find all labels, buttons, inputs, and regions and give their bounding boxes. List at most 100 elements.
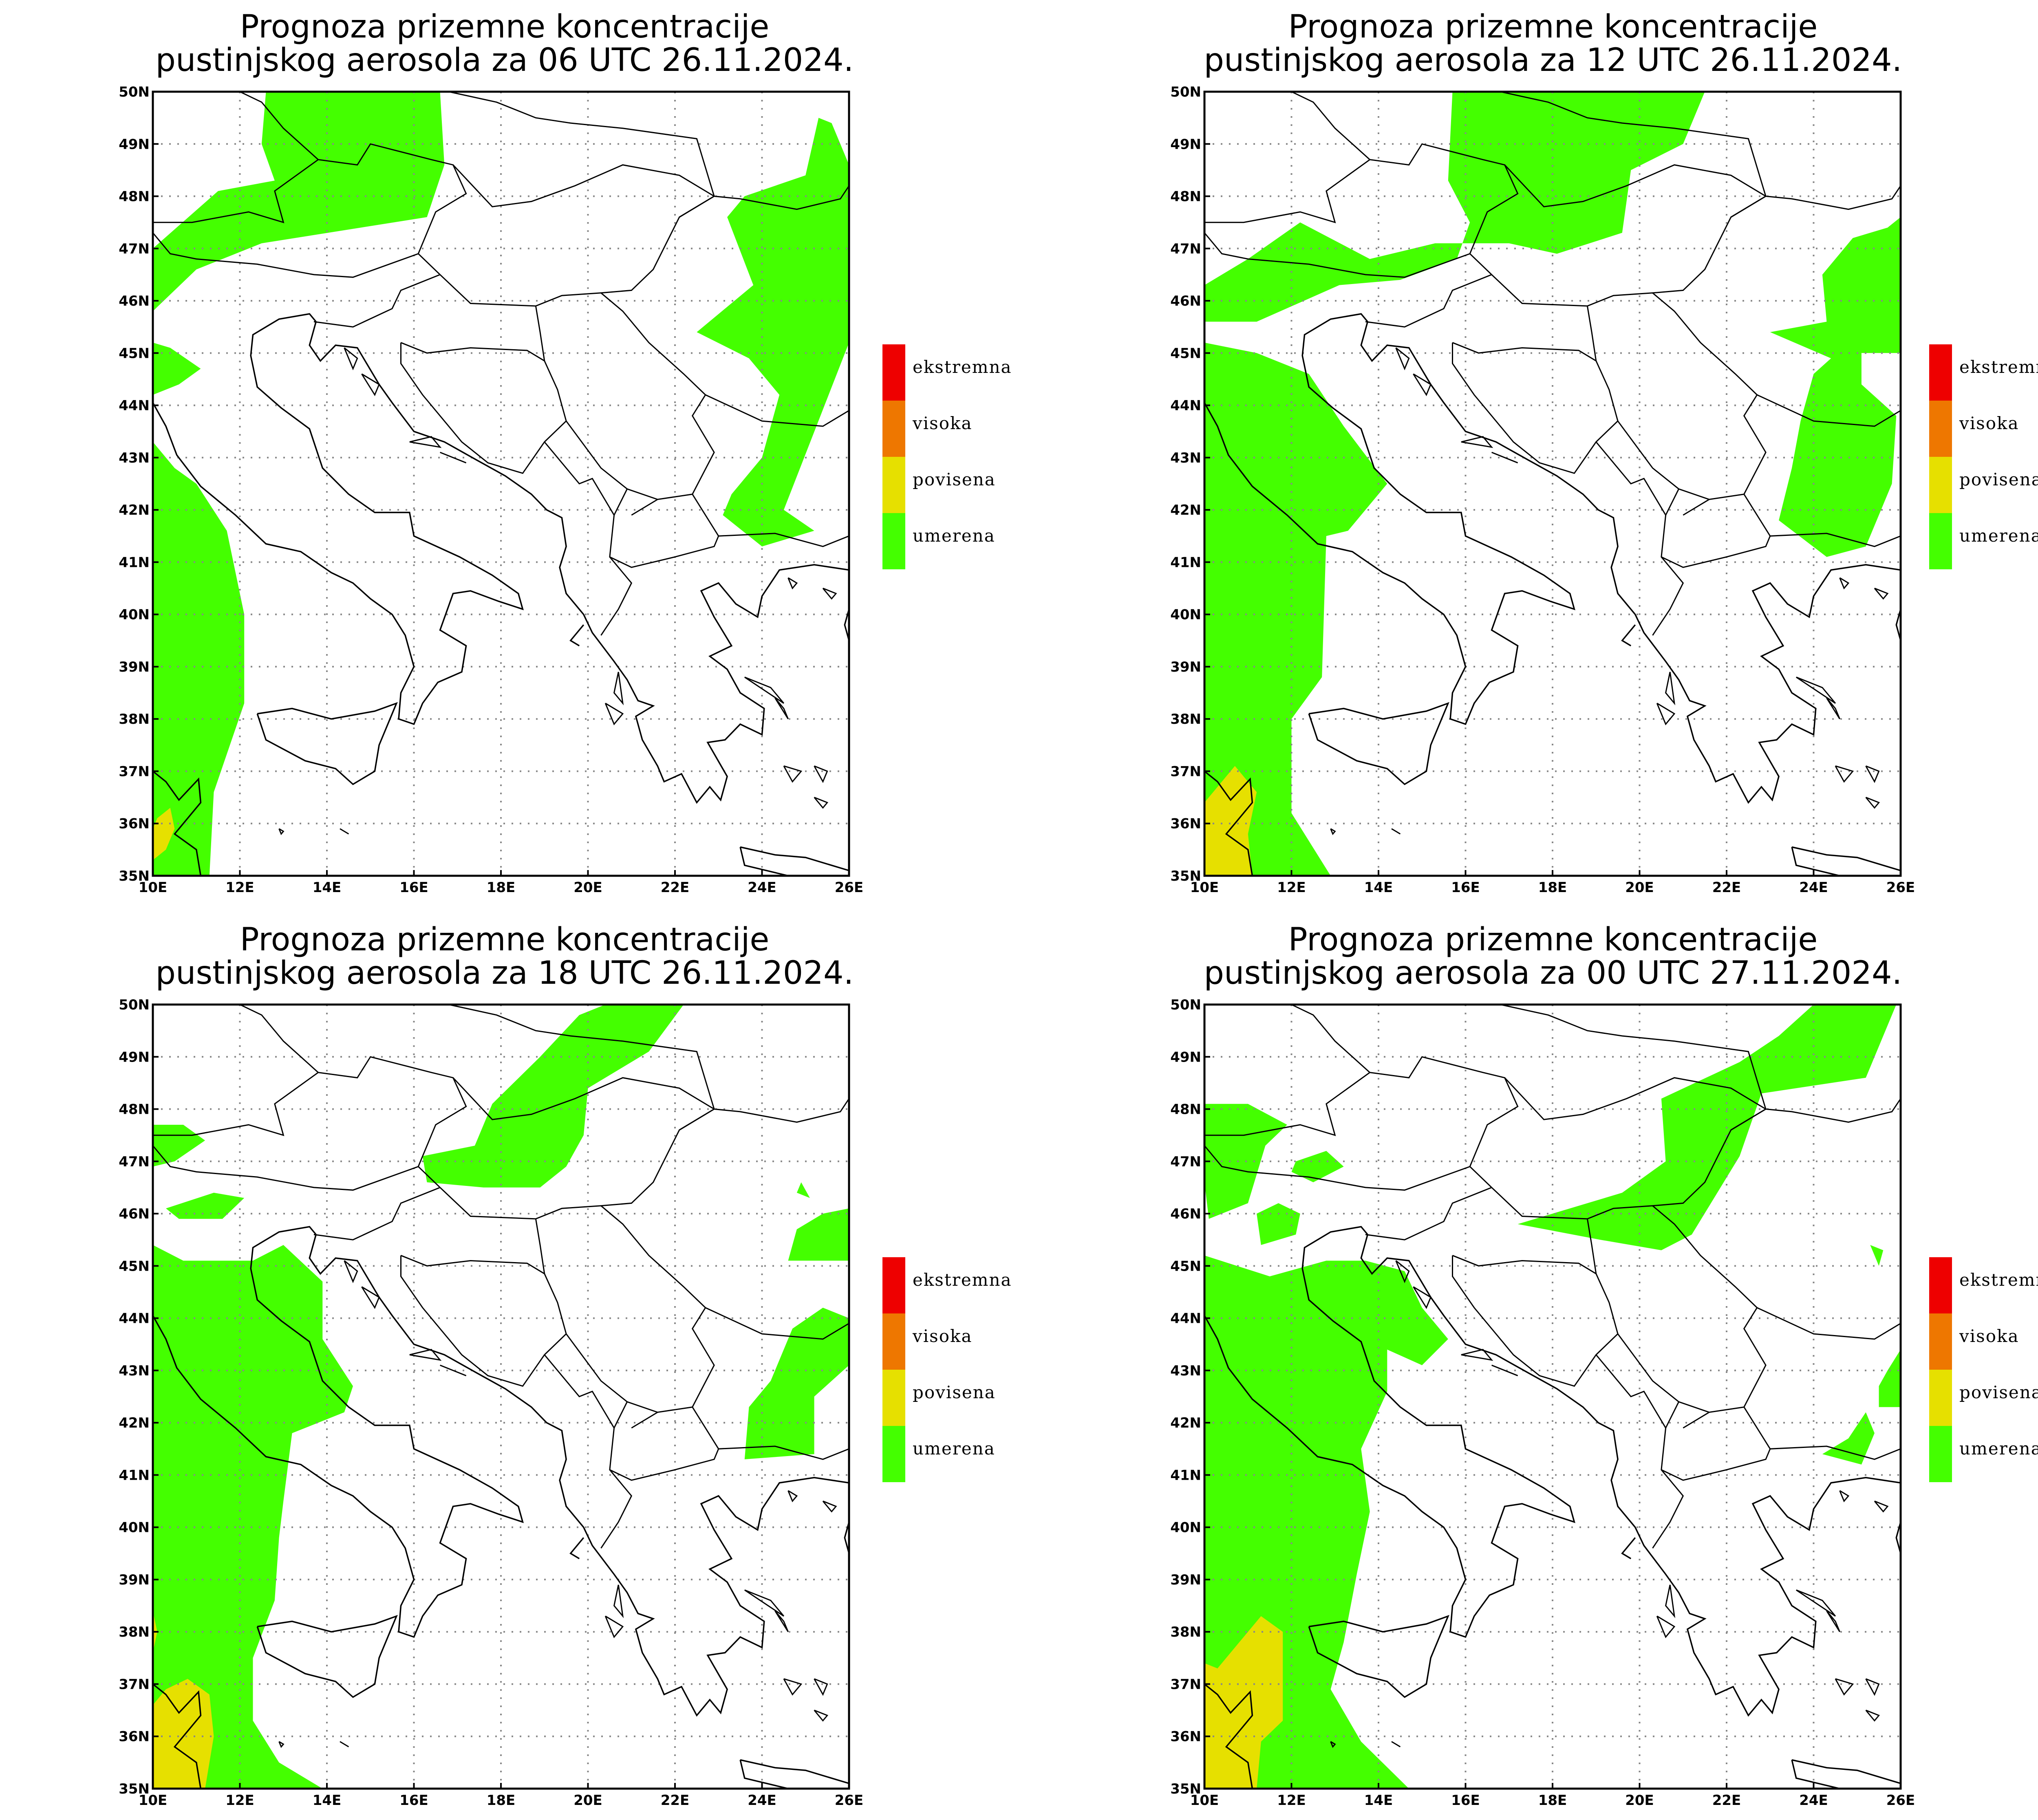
country-border — [1452, 342, 1619, 474]
aerosol-area-umerena — [1822, 1412, 1875, 1465]
island-outline — [1874, 588, 1889, 600]
legend: ekstremna visoka povisena umerena — [1929, 1257, 2038, 1482]
y-tick-label: 43N — [119, 450, 150, 466]
y-tick-label: 39N — [119, 1572, 150, 1588]
island-outline — [1330, 1741, 1336, 1748]
panel-title-line2: pustinjskog aerosola za 18 UTC 26.11.202… — [156, 955, 854, 992]
island-outline — [1461, 436, 1493, 448]
x-tick-label: 10E — [1190, 879, 1219, 896]
island-outline — [1656, 703, 1676, 725]
island-outline — [1835, 1678, 1854, 1696]
island-outline — [1391, 1741, 1401, 1747]
island-outline — [1391, 828, 1401, 835]
country-border — [544, 441, 633, 636]
aerosol-area-umerena — [153, 92, 445, 311]
island-outline — [774, 1610, 789, 1632]
country-border — [313, 1187, 441, 1241]
aerosol-area-umerena — [166, 1192, 245, 1219]
legend-label-umerena: umerena — [913, 1439, 995, 1459]
legend-swatch-ekstremna — [882, 344, 905, 401]
y-tick-label: 44N — [1170, 1311, 1201, 1327]
country-border — [1765, 1098, 1901, 1123]
y-tick-label: 47N — [119, 1154, 150, 1170]
y-tick-label: 44N — [119, 398, 150, 414]
aerosol-area-povisena — [1204, 766, 1257, 876]
country-border — [400, 1255, 567, 1387]
y-tick-label: 42N — [119, 502, 150, 518]
country-border — [679, 196, 715, 218]
legend-swatch-visoka — [882, 401, 905, 457]
country-border — [366, 92, 715, 196]
island-outline — [1413, 1286, 1431, 1309]
country-border — [544, 1354, 633, 1549]
legend-swatch-umerena — [1929, 1426, 1952, 1482]
country-border — [714, 185, 849, 210]
map-content — [1204, 92, 1901, 876]
y-tick-label: 45N — [119, 1258, 150, 1274]
aerosol-area-umerena — [744, 1307, 849, 1459]
legend-label-povisena: povisena — [1959, 1382, 2038, 1402]
coastline — [1204, 313, 1575, 725]
island-outline — [344, 347, 358, 370]
y-tick-label: 41N — [119, 554, 150, 571]
island-outline — [1874, 1501, 1889, 1513]
island-outline — [1865, 1678, 1880, 1696]
country-border — [1665, 489, 1679, 516]
country-border — [1504, 1077, 1766, 1120]
country-border — [609, 535, 719, 568]
island-outline — [814, 765, 828, 783]
country-border — [1743, 494, 1901, 547]
legend-swatch-umerena — [882, 513, 905, 569]
legend-label-umerena: umerena — [1959, 526, 2038, 546]
y-tick-label: 37N — [119, 763, 150, 780]
country-border — [418, 196, 715, 307]
coastline — [309, 321, 849, 804]
country-border — [631, 1412, 658, 1429]
panel-18utc: Prognoza prizemne koncentracije pustinjs… — [119, 921, 1011, 1809]
country-border — [1683, 1412, 1710, 1429]
y-tick-label: 50N — [1170, 84, 1201, 100]
coastline — [1895, 1522, 1901, 1554]
legend-swatch-visoka — [1929, 1313, 1952, 1370]
country-border — [1743, 1406, 1901, 1460]
coastline — [569, 624, 584, 647]
country-border — [1469, 196, 1766, 307]
panel-00utc: Prognoza prizemne koncentracije pustinjs… — [1170, 921, 2038, 1809]
coastline — [1621, 1537, 1636, 1560]
y-tick-label: 47N — [119, 241, 150, 257]
coastline — [1204, 1683, 1253, 1789]
x-tick-label: 26E — [835, 1792, 864, 1809]
y-tick-label: 39N — [1170, 1572, 1201, 1588]
aerosol-area-umerena — [1879, 1349, 1901, 1407]
y-tick-label: 50N — [119, 84, 150, 100]
y-tick-label: 36N — [1170, 1729, 1201, 1745]
y-tick-label: 50N — [119, 997, 150, 1013]
panel-title-line1: Prognoza prizemne koncentracije — [240, 9, 770, 45]
coastline — [153, 1683, 202, 1789]
y-tick-label: 45N — [1170, 1258, 1201, 1274]
y-tick-label: 38N — [119, 1624, 150, 1640]
coastline — [1791, 846, 1901, 876]
map-content — [1204, 1005, 1901, 1789]
y-tick-label: 46N — [119, 293, 150, 309]
x-tick-label: 12E — [225, 879, 254, 896]
y-tick-label: 49N — [1170, 136, 1201, 152]
x-tick-label: 22E — [661, 879, 690, 896]
y-tick-label: 45N — [1170, 345, 1201, 361]
coastline — [739, 1759, 849, 1789]
y-tick-label: 37N — [1170, 763, 1201, 780]
legend: ekstremna visoka povisena umerena — [882, 1257, 1011, 1482]
aerosol-area-umerena — [796, 1182, 810, 1198]
island-outline — [361, 373, 380, 397]
coastline — [256, 702, 398, 785]
y-tick-label: 43N — [119, 1363, 150, 1379]
island-outline — [613, 672, 624, 705]
x-tick-label: 26E — [835, 879, 864, 896]
y-tick-label: 42N — [1170, 502, 1201, 518]
island-outline — [774, 697, 789, 719]
aerosol-area-umerena — [1770, 217, 1901, 557]
x-tick-label: 16E — [399, 1792, 428, 1809]
country-border — [613, 489, 628, 516]
x-tick-label: 24E — [1799, 1792, 1828, 1809]
